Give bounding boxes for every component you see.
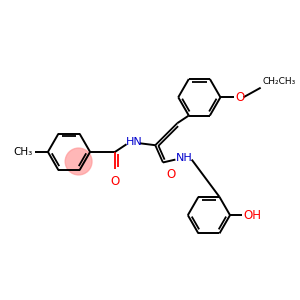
- Text: OH: OH: [243, 209, 261, 222]
- Text: HN: HN: [126, 137, 142, 147]
- Text: O: O: [167, 168, 176, 181]
- Text: O: O: [236, 91, 245, 104]
- Text: O: O: [110, 175, 120, 188]
- Circle shape: [65, 148, 92, 175]
- Text: CH₃: CH₃: [13, 147, 33, 157]
- Text: CH₂CH₃: CH₂CH₃: [262, 77, 296, 86]
- Text: NH: NH: [176, 153, 192, 163]
